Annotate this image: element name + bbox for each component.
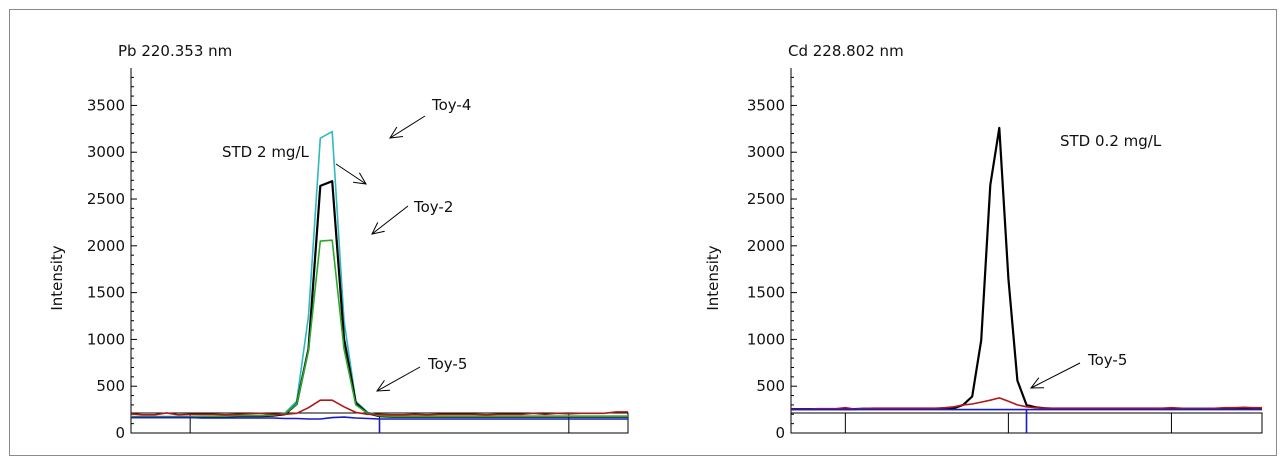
series-line bbox=[791, 397, 1262, 410]
annotation-arrow bbox=[371, 205, 409, 235]
annotation-arrow bbox=[1030, 362, 1081, 389]
y-tick-label: 0 bbox=[115, 424, 125, 442]
series-line bbox=[130, 399, 628, 416]
chart-title: Pb 220.353 nm bbox=[118, 42, 232, 60]
y-tick-label: 2500 bbox=[747, 190, 785, 208]
annotation-arrowhead bbox=[375, 380, 391, 392]
chart-panel-cd: Cd 228.802 nm Intensity 0 500 1000 1500 2000… bbox=[704, 42, 1263, 442]
series-line bbox=[131, 180, 628, 419]
y-tick-label: 3500 bbox=[87, 96, 125, 114]
y-tick-label: 2000 bbox=[747, 237, 785, 255]
y-tick-label: 500 bbox=[756, 377, 785, 395]
annotation-arrowhead bbox=[1029, 377, 1045, 389]
series-line bbox=[131, 130, 628, 418]
annotation-label: STD 2 mg/L bbox=[222, 143, 310, 161]
series-line bbox=[131, 239, 628, 418]
y-tick-label: 3000 bbox=[87, 143, 125, 161]
annotation-label: Toy-5 bbox=[427, 355, 467, 373]
y-tick-label: 1000 bbox=[747, 330, 785, 348]
chart-title: Cd 228.802 nm bbox=[788, 42, 904, 60]
series-line bbox=[791, 126, 1262, 411]
y-tick-label: 3500 bbox=[747, 96, 785, 114]
annotation-label: Toy-2 bbox=[413, 198, 453, 216]
annotation-arrow bbox=[376, 366, 421, 392]
y-tick-label: 2000 bbox=[87, 237, 125, 255]
annotation-arrowhead bbox=[389, 126, 403, 139]
annotation-label: Toy-4 bbox=[431, 96, 471, 114]
annotation-arrowhead bbox=[371, 222, 385, 235]
figure-frame bbox=[9, 9, 1277, 456]
annotation-arrow bbox=[389, 115, 426, 139]
annotation-arrow bbox=[335, 163, 367, 185]
y-tick-label: 0 bbox=[775, 424, 785, 442]
annotation-arrowhead bbox=[353, 172, 367, 185]
y-axis-label: Intensity bbox=[48, 245, 66, 310]
y-tick-label: 1500 bbox=[747, 284, 785, 302]
y-tick-label: 1500 bbox=[87, 284, 125, 302]
chart-panel-pb: Pb 220.353 nm Intensity 0 500 1000 1500 2000… bbox=[48, 42, 629, 442]
y-axis-label: Intensity bbox=[704, 245, 722, 310]
y-tick-label: 2500 bbox=[87, 190, 125, 208]
annotation-label: Toy-5 bbox=[1087, 351, 1127, 369]
y-tick-label: 1000 bbox=[87, 330, 125, 348]
y-tick-label: 500 bbox=[96, 377, 125, 395]
annotation-label: STD 0.2 mg/L bbox=[1060, 132, 1162, 150]
y-tick-label: 3000 bbox=[747, 143, 785, 161]
